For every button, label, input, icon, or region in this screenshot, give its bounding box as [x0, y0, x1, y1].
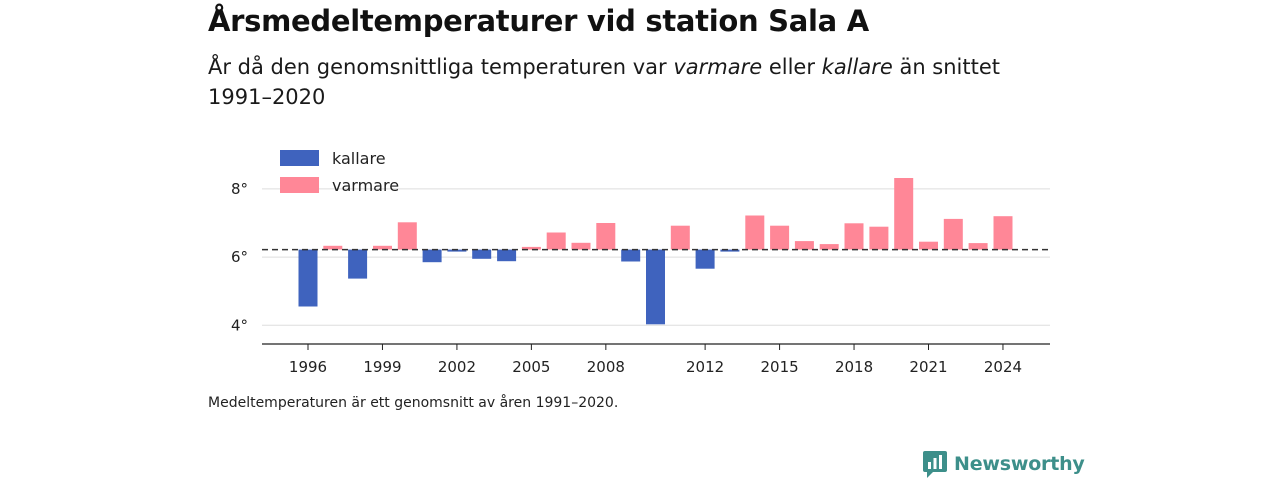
- x-tick-label: 1999: [363, 358, 401, 376]
- bar-2018: [844, 223, 864, 250]
- x-tick-label: 2021: [909, 358, 947, 376]
- newsworthy-logo-icon: [923, 451, 947, 478]
- x-tick-label: 2002: [438, 358, 476, 376]
- subtitle-part3: än snittet 1991–2020: [208, 55, 1001, 109]
- chart-title: Årsmedeltemperaturer vid station Sala A: [208, 4, 869, 38]
- bar-2021: [919, 241, 938, 250]
- x-tick-label: 1996: [289, 358, 327, 376]
- bars: [298, 178, 1013, 325]
- bar-2002: [447, 249, 467, 252]
- temperature-bar-chart: 4° 6° 8° 1996 1999 2002 2005 2008 2012 2015 2018 2…: [231, 149, 1050, 376]
- bar-2001: [422, 249, 442, 263]
- footnote: Medeltemperaturen är ett genomsnitt av å…: [208, 395, 619, 411]
- bar-2006: [546, 232, 566, 250]
- bar-1996: [298, 249, 318, 307]
- bar-2014: [745, 215, 765, 250]
- y-axis-ticks: 4° 6° 8°: [231, 180, 248, 334]
- subtitle-warm-word: varmare: [673, 55, 763, 79]
- bar-2012: [695, 249, 715, 269]
- legend-swatch-varmare: [280, 177, 319, 193]
- bar-2015: [770, 225, 790, 250]
- bar-2023: [968, 243, 988, 250]
- bar-2024: [993, 216, 1013, 250]
- bar-2007: [571, 242, 591, 250]
- subtitle-part2: eller: [762, 55, 822, 79]
- bar-2008: [596, 223, 616, 250]
- subtitle-part1: År då den genomsnittliga temperaturen va…: [208, 55, 674, 79]
- x-tick-label: 2015: [760, 358, 798, 376]
- bar-2005: [521, 246, 541, 250]
- legend-label-varmare: varmare: [332, 176, 399, 195]
- y-tick-label: 6°: [231, 248, 248, 266]
- bar-2022: [943, 218, 963, 250]
- bar-2017: [819, 244, 839, 250]
- bar-2013: [720, 249, 740, 252]
- x-tick-label: 2012: [686, 358, 724, 376]
- x-tick-label: 2024: [984, 358, 1022, 376]
- bar-2004: [497, 249, 517, 262]
- x-tick-label: 2018: [835, 358, 873, 376]
- newsworthy-logo[interactable]: Newsworthy: [922, 450, 1085, 478]
- bar-2003: [472, 249, 492, 259]
- bar-2019: [869, 226, 889, 250]
- x-axis-ticks: 1996 1999 2002 2005 2008 2012 2015 2018 2021 2024: [289, 344, 1022, 376]
- bar-2016: [794, 241, 814, 250]
- bar-2009: [621, 249, 641, 262]
- y-tick-label: 8°: [231, 180, 248, 198]
- legend-swatch-kallare: [280, 150, 319, 166]
- legend-label-kallare: kallare: [332, 149, 386, 168]
- bar-1998: [348, 249, 368, 279]
- legend: kallare varmare: [280, 149, 399, 195]
- subtitle-cold-word: kallare: [821, 55, 893, 79]
- bar-2011: [670, 225, 690, 250]
- bar-1997: [323, 245, 343, 250]
- bar-2000: [397, 222, 417, 250]
- bar-1999: [373, 245, 392, 250]
- x-tick-label: 2008: [587, 358, 625, 376]
- x-tick-label: 2005: [512, 358, 550, 376]
- bar-2020: [894, 178, 914, 250]
- y-tick-label: 4°: [231, 316, 248, 334]
- chart-subtitle: År då den genomsnittliga temperaturen va…: [208, 52, 1028, 112]
- bar-2010: [646, 249, 665, 325]
- newsworthy-logo-text: Newsworthy: [954, 453, 1085, 475]
